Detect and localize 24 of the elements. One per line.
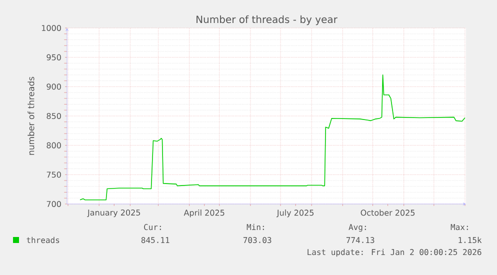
text: Cur: <box>144 224 161 230</box>
line-series <box>80 74 466 200</box>
y-tick-label: 800 <box>46 142 61 148</box>
text: Min: <box>246 224 264 230</box>
x-tick-label: July 2025 <box>276 210 314 218</box>
text: 703.03 <box>243 237 272 244</box>
chart-title: Number of threads - by year <box>196 15 338 26</box>
text: 845.11 <box>141 237 170 244</box>
y-tick-label: 1000 <box>42 24 61 32</box>
text: Avg: <box>348 224 366 232</box>
text: 774.13 <box>346 237 374 244</box>
y-tick-label: 850 <box>46 112 61 120</box>
text: 1.15k <box>458 236 482 244</box>
x-tick-label: October 2025 <box>360 210 415 216</box>
y-tick-label: 750 <box>46 172 61 178</box>
text: Last update: Fri Jan 2 00:00:25 2026 <box>308 248 482 257</box>
y-tick-label: 900 <box>46 84 61 90</box>
y-tick-label: 950 <box>46 54 61 60</box>
y-axis-title: number of threads <box>28 76 34 155</box>
x-tick-label: April 2025 <box>184 210 224 218</box>
legend-label: threads <box>26 236 60 244</box>
x-tick-label: January 2025 <box>87 210 140 218</box>
text: Max: <box>450 224 468 230</box>
y-tick-label: 700 <box>46 200 61 208</box>
